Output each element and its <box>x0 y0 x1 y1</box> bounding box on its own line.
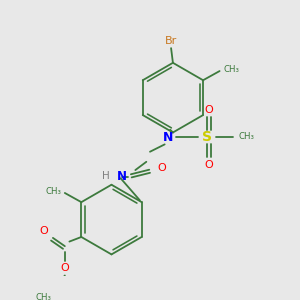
Text: S: S <box>202 130 212 144</box>
Text: N: N <box>163 130 173 144</box>
Text: CH₃: CH₃ <box>239 132 255 141</box>
Text: CH₃: CH₃ <box>223 65 239 74</box>
Text: O: O <box>61 263 69 273</box>
Text: CH₃: CH₃ <box>45 187 61 196</box>
Text: N: N <box>117 170 127 183</box>
Text: H: H <box>102 172 110 182</box>
Text: O: O <box>204 160 213 170</box>
Text: Br: Br <box>165 36 177 46</box>
Text: O: O <box>39 226 48 236</box>
Text: CH₃: CH₃ <box>35 293 51 300</box>
Text: O: O <box>158 163 166 173</box>
Text: O: O <box>204 105 213 115</box>
